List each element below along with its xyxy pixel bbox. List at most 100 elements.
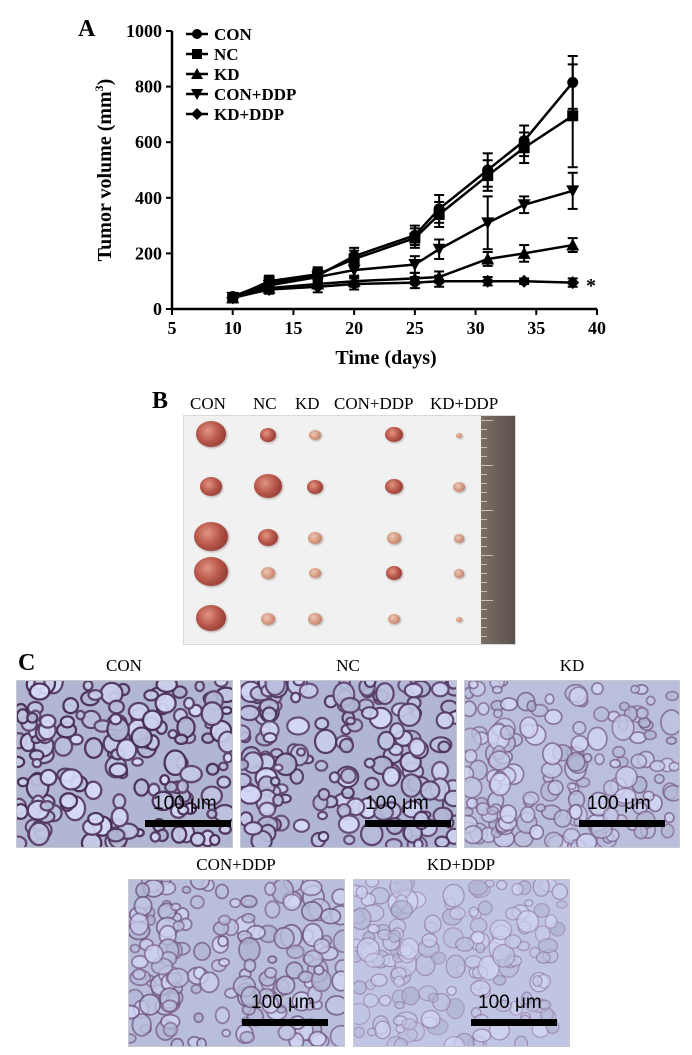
- scale-bar-label: 100 μm: [587, 793, 651, 814]
- ruler-tick: [481, 627, 487, 628]
- x-tick-label: 30: [467, 318, 485, 338]
- excised-tumor: [308, 532, 322, 544]
- ruler-tick: [481, 618, 487, 619]
- x-tick-label: 10: [224, 318, 242, 338]
- excised-tumor: [260, 428, 276, 442]
- scale-bar-label: 100 μm: [478, 992, 542, 1013]
- excised-tumor: [309, 568, 321, 579]
- ihc-label-con-ddp: CON+DDP: [196, 855, 276, 874]
- data-point: [408, 259, 422, 272]
- ihc-image-con: 100 μm: [16, 680, 233, 848]
- y-tick-label: 200: [135, 243, 162, 263]
- y-tick-label: 600: [135, 132, 162, 152]
- photo-column-label-nc: NC: [253, 394, 277, 413]
- ruler-tick: [481, 492, 487, 493]
- photo-column-label-kd: KD: [295, 394, 320, 413]
- excised-tumor: [194, 522, 228, 551]
- ruler-tick: [481, 636, 487, 637]
- data-point: [481, 217, 495, 230]
- data-point: [432, 243, 446, 256]
- ihc-image-nc: 100 μm: [240, 680, 457, 848]
- data-point: [517, 199, 531, 212]
- series-kd-ddp: [226, 274, 580, 305]
- panel-label-b: B: [152, 388, 169, 414]
- ruler-tick: [481, 483, 487, 484]
- ruler-tick: [481, 591, 487, 592]
- ruler-tick: [481, 564, 487, 565]
- ruler-tick: [481, 474, 487, 475]
- ruler-tick: [481, 609, 487, 610]
- excised-tumor: [196, 605, 226, 631]
- data-point: [409, 232, 421, 244]
- legend-marker: [191, 89, 203, 100]
- scale-bar: [145, 820, 231, 827]
- x-tick-label: 20: [345, 318, 363, 338]
- legend-label: KD+DDP: [214, 105, 284, 124]
- ruler-tick: [481, 438, 487, 439]
- legend-label: CON: [214, 25, 253, 44]
- ruler-tick: [481, 573, 487, 574]
- ihc-label-kd: KD: [559, 656, 585, 675]
- data-point: [517, 246, 531, 259]
- ihc-label-con: CON: [106, 656, 142, 675]
- legend-marker: [191, 108, 203, 120]
- ruler-tick: [481, 555, 493, 556]
- scale-bar: [365, 820, 451, 827]
- x-tick-label: 35: [527, 318, 545, 338]
- excised-tumor: [454, 534, 464, 543]
- data-point: [226, 291, 240, 305]
- y-tick-label: 1000: [126, 21, 162, 41]
- excised-tumor: [308, 613, 322, 625]
- x-axis-label: Time (days): [335, 347, 436, 369]
- ruler-tick: [481, 528, 487, 529]
- ruler-tick: [481, 600, 493, 601]
- legend-marker: [192, 29, 202, 39]
- photo-column-label-con: CON: [190, 394, 226, 413]
- ruler-tick: [481, 582, 487, 583]
- data-point: [432, 274, 446, 288]
- x-tick-label: 15: [284, 318, 302, 338]
- ruler-tick: [481, 465, 493, 466]
- scale-bar: [471, 1019, 557, 1026]
- excised-tumor: [388, 614, 400, 625]
- data-point: [433, 208, 445, 220]
- x-tick-label: 5: [168, 318, 177, 338]
- ihc-image-con-ddp: 100 μm: [128, 879, 345, 1047]
- data-point: [481, 252, 495, 265]
- excised-tumor: [385, 479, 403, 495]
- excised-tumor: [309, 430, 321, 441]
- excised-tumor: [254, 474, 282, 498]
- ihc-label-nc: NC: [336, 656, 360, 675]
- excised-tumor: [196, 421, 226, 447]
- x-tick-label: 25: [406, 318, 424, 338]
- x-tick-label: 40: [588, 318, 606, 338]
- ruler-tick: [481, 510, 493, 511]
- y-tick-label: 800: [135, 77, 162, 97]
- significance-annotation: *: [586, 275, 596, 297]
- ihc-image-kd-ddp: 100 μm: [353, 879, 570, 1047]
- excised-tumor: [453, 482, 465, 493]
- data-point: [347, 264, 361, 277]
- excised-tumor: [200, 477, 222, 496]
- panel-label-c: C: [18, 650, 36, 676]
- excised-tumor: [307, 480, 323, 494]
- y-tick-label: 400: [135, 188, 162, 208]
- excised-tumor: [261, 567, 275, 579]
- ruler-tick: [481, 429, 487, 430]
- ruler-tick: [481, 546, 487, 547]
- excised-tumor-photograph: [183, 415, 516, 645]
- data-point: [262, 283, 276, 297]
- scale-bar-label: 100 μm: [365, 793, 429, 814]
- data-point: [567, 110, 579, 122]
- ihc-image-kd: 100 μm: [464, 680, 680, 848]
- scale-bar-label: 100 μm: [153, 793, 217, 814]
- chart-series: [226, 55, 580, 305]
- data-point: [311, 271, 325, 284]
- excised-tumor: [386, 566, 402, 580]
- ruler-tick: [481, 447, 487, 448]
- legend-marker: [191, 68, 203, 79]
- scale-bar: [579, 820, 665, 827]
